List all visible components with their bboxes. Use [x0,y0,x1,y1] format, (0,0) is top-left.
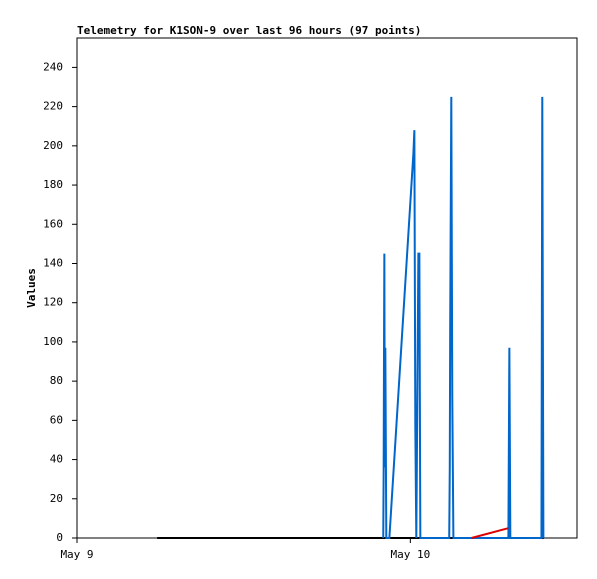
series-line [471,527,509,539]
y-tick-label: 180 [43,178,63,191]
plot-frame [76,37,578,539]
y-tick-label: 240 [43,60,63,73]
series-line [382,96,545,539]
y-tick-label: 160 [43,217,63,230]
y-tick-label: 220 [43,100,63,113]
y-tick-label: 120 [43,296,63,309]
y-tick-label: 40 [50,453,63,466]
y-tick-label: 140 [43,256,63,269]
x-tick-label: May 10 [390,548,430,561]
y-tick-label: 200 [43,139,63,152]
y-tick-label: 0 [56,531,63,544]
x-tick-label: May 9 [60,548,93,561]
y-tick-label: 60 [50,413,63,426]
y-tick-label: 100 [43,335,63,348]
y-tick-label: 80 [50,374,63,387]
y-tick-label: 20 [50,492,63,505]
chart-title: Telemetry for K1SON-9 over last 96 hours… [77,24,421,37]
y-axis-label: Values [25,268,38,308]
